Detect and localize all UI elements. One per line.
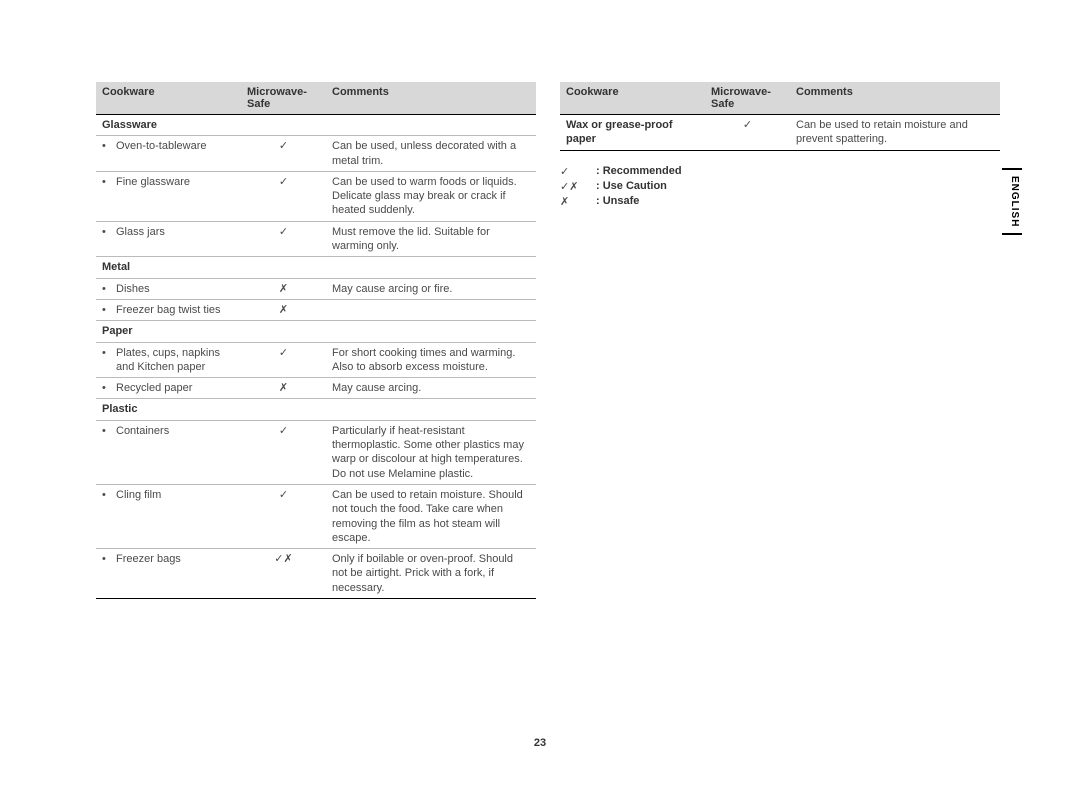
cookware-item: Glass jars [116, 225, 235, 239]
legend: ✓: Recommended✓✗: Use Caution✗: Unsafe [560, 165, 1000, 208]
safe-cell: ✓ [241, 420, 326, 484]
comment-cell: Can be used to retain moisture. Should n… [326, 484, 536, 548]
legend-row: ✓: Recommended [560, 165, 1000, 178]
legend-label: : Use Caution [596, 180, 667, 193]
bullet-icon: • [102, 175, 116, 189]
cookware-cell: •Fine glassware [96, 171, 241, 221]
safe-cell: ✓ [241, 171, 326, 221]
table-row: •Freezer bag twist ties✗ [96, 299, 536, 320]
table-row: •Dishes✗May cause arcing or fire. [96, 278, 536, 299]
table-row: •Oven-to-tableware✓Can be used, unless d… [96, 136, 536, 172]
header-cookware: Cookware [560, 82, 705, 115]
cookware-item: Fine glassware [116, 175, 235, 189]
legend-label: : Unsafe [596, 195, 639, 208]
cookware-item: Dishes [116, 282, 235, 296]
cookware-cell: •Recycled paper [96, 378, 241, 399]
cookware-item: Recycled paper [116, 381, 235, 395]
section-title: Paper [96, 321, 241, 342]
bullet-icon: • [102, 139, 116, 153]
comment-cell: Only if boilable or oven-proof. Should n… [326, 549, 536, 599]
header-cookware: Cookware [96, 82, 241, 115]
bullet-icon: • [102, 225, 116, 239]
safe-cell: ✓✗ [241, 549, 326, 599]
cookware-table-left: Cookware Microwave-Safe Comments Glasswa… [96, 82, 536, 599]
section-title: Glassware [96, 115, 241, 136]
safe-cell: ✓ [705, 115, 790, 151]
cookware-item: Oven-to-tableware [116, 139, 235, 153]
section-row: Paper [96, 321, 536, 342]
cookware-item: Containers [116, 424, 235, 438]
table-row: •Freezer bags✓✗Only if boilable or oven-… [96, 549, 536, 599]
bullet-icon: • [102, 381, 116, 395]
section-title: Metal [96, 257, 241, 278]
cookware-item: Freezer bag twist ties [116, 303, 235, 317]
bullet-icon: • [102, 346, 116, 375]
header-comments: Comments [790, 82, 1000, 115]
cookware-cell: •Glass jars [96, 221, 241, 257]
page-number: 23 [0, 737, 1080, 749]
table-header-row: Cookware Microwave-Safe Comments [560, 82, 1000, 115]
comment-cell: Must remove the lid. Suitable for warmin… [326, 221, 536, 257]
comment-cell: For short cooking times and warming. Als… [326, 342, 536, 378]
bullet-icon: • [102, 303, 116, 317]
safe-cell: ✓ [241, 484, 326, 548]
comment-cell: Can be used to warm foods or liquids. De… [326, 171, 536, 221]
section-row: Metal [96, 257, 536, 278]
safe-cell: ✓ [241, 221, 326, 257]
cookware-cell: •Cling film [96, 484, 241, 548]
bullet-icon: • [102, 488, 116, 502]
table-row: •Plates, cups, napkins and Kitchen paper… [96, 342, 536, 378]
safe-cell: ✗ [241, 278, 326, 299]
right-column: Cookware Microwave-Safe Comments Wax or … [560, 82, 1000, 599]
cookware-cell: •Freezer bags [96, 549, 241, 599]
cookware-table-right: Cookware Microwave-Safe Comments Wax or … [560, 82, 1000, 151]
comment-cell: Can be used to retain moisture and preve… [790, 115, 1000, 151]
table-row: •Fine glassware✓Can be used to warm food… [96, 171, 536, 221]
legend-symbol: ✓✗ [560, 180, 596, 193]
comment-cell: May cause arcing. [326, 378, 536, 399]
header-safe: Microwave-Safe [705, 82, 790, 115]
bullet-icon: • [102, 424, 116, 438]
bullet-icon: • [102, 552, 116, 566]
comment-cell: May cause arcing or fire. [326, 278, 536, 299]
cookware-cell: •Dishes [96, 278, 241, 299]
cookware-cell: •Oven-to-tableware [96, 136, 241, 172]
comment-cell: Particularly if heat-resistant thermopla… [326, 420, 536, 484]
safe-cell: ✓ [241, 342, 326, 378]
table-row: •Cling film✓Can be used to retain moistu… [96, 484, 536, 548]
bullet-icon: • [102, 282, 116, 296]
legend-row: ✓✗: Use Caution [560, 180, 1000, 193]
comment-cell [326, 299, 536, 320]
table-header-row: Cookware Microwave-Safe Comments [96, 82, 536, 115]
legend-symbol: ✓ [560, 165, 596, 178]
comment-cell: Can be used, unless decorated with a met… [326, 136, 536, 172]
cookware-cell: •Containers [96, 420, 241, 484]
legend-row: ✗: Unsafe [560, 195, 1000, 208]
table-row: Wax or grease-proof paper✓Can be used to… [560, 115, 1000, 151]
table-row: •Recycled paper✗May cause arcing. [96, 378, 536, 399]
section-row: Glassware [96, 115, 536, 136]
safe-cell: ✗ [241, 299, 326, 320]
cookware-item: Cling film [116, 488, 235, 502]
header-safe: Microwave-Safe [241, 82, 326, 115]
table-row: •Containers✓Particularly if heat-resista… [96, 420, 536, 484]
page-content: Cookware Microwave-Safe Comments Glasswa… [0, 0, 1080, 599]
cookware-cell: •Freezer bag twist ties [96, 299, 241, 320]
cookware-cell: Wax or grease-proof paper [560, 115, 705, 151]
cookware-item: Plates, cups, napkins and Kitchen paper [116, 346, 235, 375]
cookware-cell: •Plates, cups, napkins and Kitchen paper [96, 342, 241, 378]
safe-cell: ✓ [241, 136, 326, 172]
section-row: Plastic [96, 399, 536, 420]
safe-cell: ✗ [241, 378, 326, 399]
cookware-item: Freezer bags [116, 552, 235, 566]
legend-symbol: ✗ [560, 195, 596, 208]
left-column: Cookware Microwave-Safe Comments Glasswa… [96, 82, 536, 599]
table-row: •Glass jars✓Must remove the lid. Suitabl… [96, 221, 536, 257]
language-tab: ENGLISH [1002, 168, 1022, 235]
legend-label: : Recommended [596, 165, 682, 178]
section-title: Plastic [96, 399, 241, 420]
header-comments: Comments [326, 82, 536, 115]
